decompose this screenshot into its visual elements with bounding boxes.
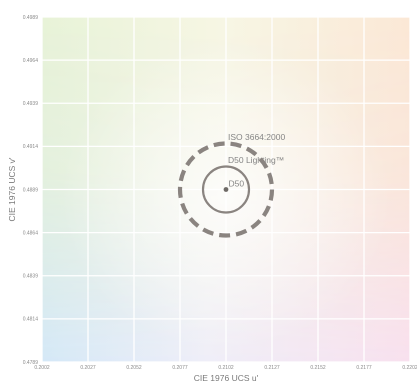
- x-tick-label: 0.2027: [80, 365, 96, 371]
- y-tick-label: 0.4989: [23, 15, 39, 21]
- x-tick-label: 0.2127: [264, 365, 280, 371]
- y-tick-label: 0.4914: [23, 144, 39, 150]
- x-tick-label: 0.2002: [34, 365, 50, 371]
- d50-lighting-label: D50 Lighting™: [228, 155, 284, 165]
- y-tick-label: 0.4864: [23, 230, 39, 236]
- x-tick-label: 0.2177: [356, 365, 372, 371]
- d50-lighting-tolerance-circle: [201, 165, 251, 214]
- y-tick-label: 0.4814: [23, 317, 39, 323]
- d50-point-label: D50: [229, 179, 245, 189]
- x-tick-labels: 0.2002 0.2027 0.2052 0.2077 0.2102 0.2127 0.21…: [34, 365, 417, 371]
- iso-3664-label: ISO 3664:2000: [228, 132, 285, 142]
- y-axis-label: CIE 1976 UCS v': [7, 157, 17, 221]
- y-tick-label: 0.4789: [23, 360, 39, 366]
- x-tick-label: 0.2202: [402, 365, 417, 371]
- chart-marks: D50 Lighting™ ISO 3664:2000 D50: [177, 132, 285, 238]
- y-tick-label: 0.4889: [23, 187, 39, 193]
- y-tick-labels: 0.4989 0.4964 0.4939 0.4914 0.4889 0.4864 0.48…: [23, 15, 39, 366]
- x-tick-label: 0.2152: [310, 365, 326, 371]
- y-tick-label: 0.4939: [23, 101, 39, 107]
- y-tick-label: 0.4839: [23, 274, 39, 280]
- y-tick-label: 0.4964: [23, 58, 39, 64]
- x-tick-label: 0.2102: [218, 365, 234, 371]
- d50-point: [223, 187, 229, 192]
- x-tick-label: 0.2052: [126, 365, 142, 371]
- iso-3664-tolerance-circle: [177, 141, 275, 238]
- x-axis-label: CIE 1976 UCS u': [194, 373, 259, 383]
- x-tick-label: 0.2077: [172, 365, 188, 371]
